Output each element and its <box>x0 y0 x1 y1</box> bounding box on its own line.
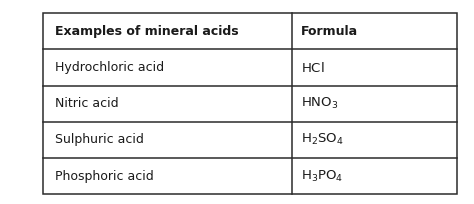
Text: Examples of mineral acids: Examples of mineral acids <box>55 25 238 38</box>
Text: $\mathrm{H_3PO_4}$: $\mathrm{H_3PO_4}$ <box>301 169 343 184</box>
Text: $\mathrm{HCl}$: $\mathrm{HCl}$ <box>301 61 325 74</box>
Text: Formula: Formula <box>301 25 358 38</box>
Text: Nitric acid: Nitric acid <box>55 97 118 110</box>
Text: $\mathrm{H_2SO_4}$: $\mathrm{H_2SO_4}$ <box>301 132 344 147</box>
Text: $\mathrm{HNO_3}$: $\mathrm{HNO_3}$ <box>301 96 338 111</box>
Text: Hydrochloric acid: Hydrochloric acid <box>55 61 164 74</box>
Text: Sulphuric acid: Sulphuric acid <box>55 133 143 146</box>
Text: Phosphoric acid: Phosphoric acid <box>55 170 153 183</box>
Bar <box>43 13 457 194</box>
